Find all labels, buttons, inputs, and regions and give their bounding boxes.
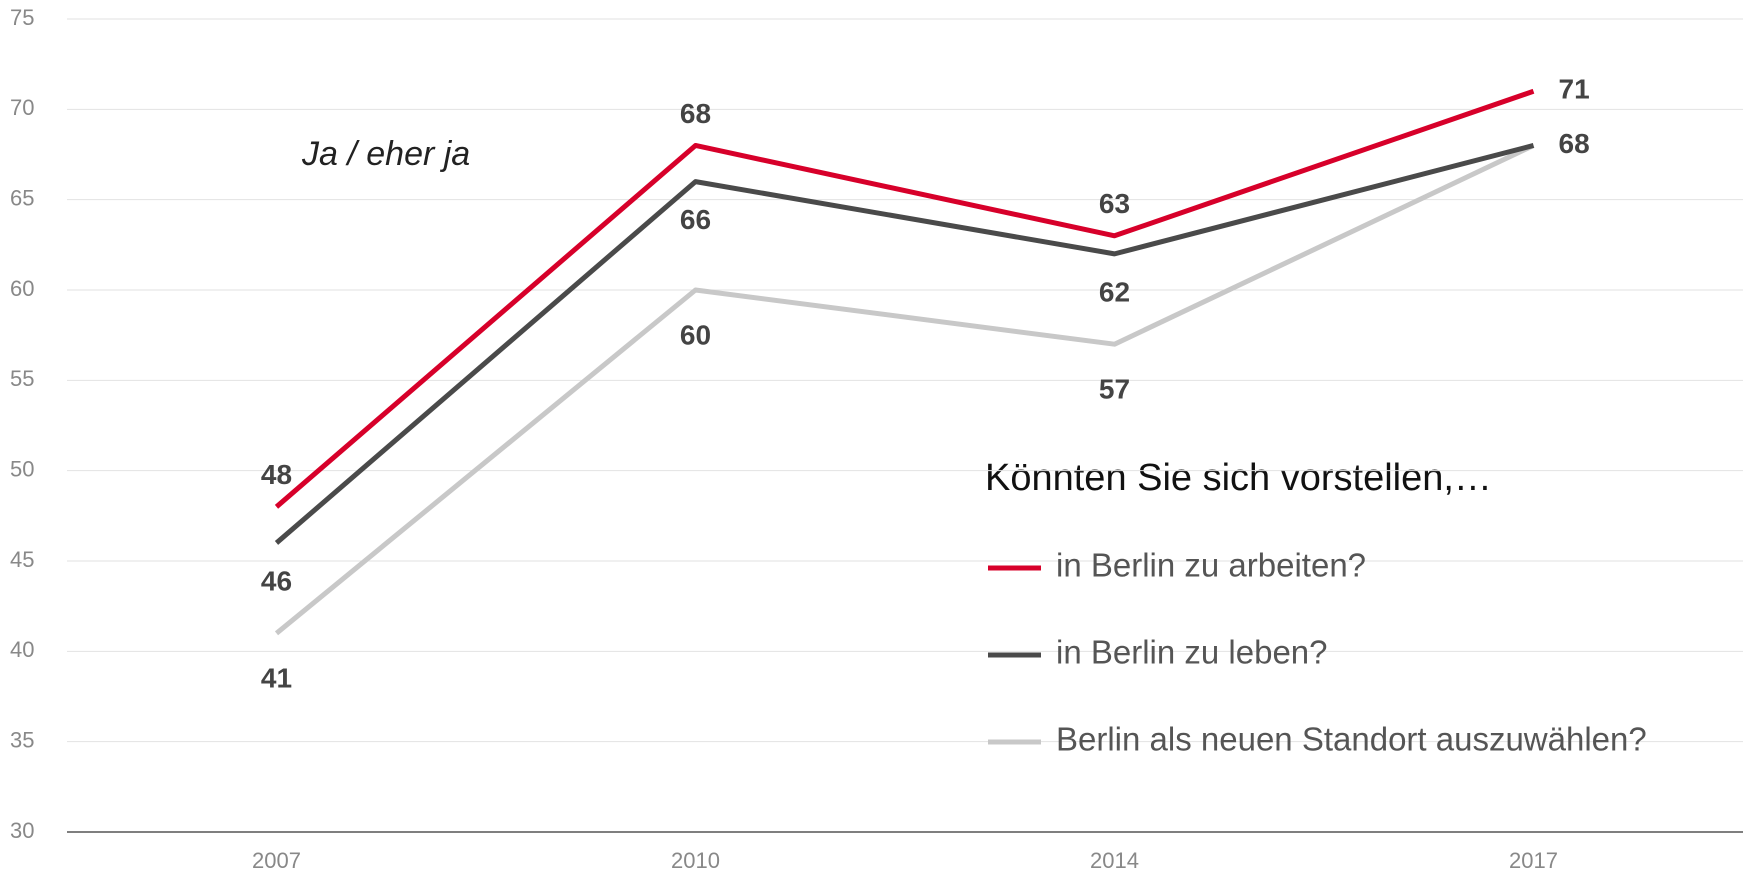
data-label: 68 [680,98,711,129]
x-tick-label: 2007 [252,848,301,873]
legend-label: Berlin als neuen Standort auszuwählen? [1056,721,1647,758]
data-label: 57 [1099,374,1130,405]
line [274,143,1535,636]
data-label: 41 [261,663,292,694]
line [274,88,1535,509]
y-tick-label: 35 [10,727,34,752]
data-label: 63 [1099,188,1130,219]
y-tick-label: 75 [10,5,34,30]
y-tick-label: 65 [10,185,34,210]
x-tick-label: 2014 [1090,848,1139,873]
y-tick-label: 45 [10,547,34,572]
data-label: 60 [680,319,711,350]
y-tick-label: 70 [10,95,34,120]
data-label: 62 [1099,276,1130,307]
data-label: 71 [1559,74,1590,105]
y-tick-label: 60 [10,276,34,301]
annotation: Ja / eher ja [301,135,470,173]
data-label: 68 [1559,128,1590,159]
legend-title: Könnten Sie sich vorstellen,… [985,457,1492,499]
legend-label: in Berlin zu leben? [1056,634,1328,671]
x-tick-label: 2010 [671,848,720,873]
data-label: 46 [261,565,292,596]
data-label: 48 [261,459,292,490]
y-tick-label: 50 [10,456,34,481]
y-tick-label: 55 [10,366,34,391]
y-tick-label: 30 [10,818,34,843]
x-tick-label: 2017 [1509,848,1558,873]
line [274,143,1535,545]
legend-label: in Berlin zu arbeiten? [1056,547,1366,584]
data-label: 66 [680,204,711,235]
y-tick-label: 40 [10,637,34,662]
